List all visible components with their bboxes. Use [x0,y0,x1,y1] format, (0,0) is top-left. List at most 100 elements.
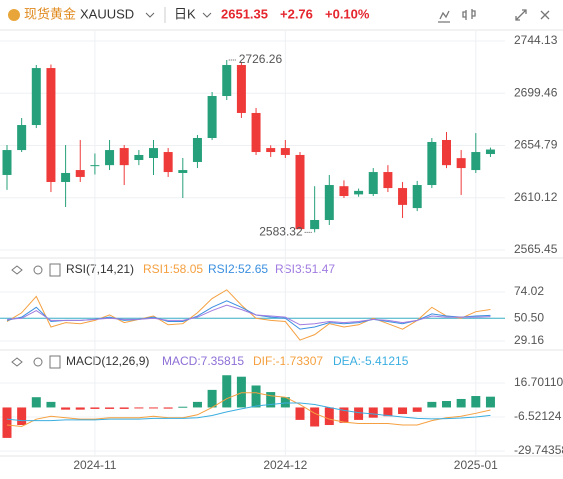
draw-tool-icon[interactable] [438,10,450,23]
y-tick-label: 29.16 [514,333,544,347]
candle-body [266,148,276,153]
candle-body [339,186,349,197]
candle-body [251,112,261,153]
legend-entry: DEA:-5.41215 [333,354,409,368]
eye-icon[interactable] [11,265,23,275]
candle-body [280,148,290,155]
y-tick-label: 2654.79 [514,138,558,152]
indicator-line [6,402,491,422]
candle-body [17,125,27,151]
y-tick-label: 2744.13 [514,33,558,47]
candle-body [236,65,246,113]
y-tick-label: -6.52124 [514,409,562,423]
candle-body [354,190,364,195]
candle-body [368,172,378,195]
candle-body [442,139,451,166]
settings-icon[interactable] [33,357,43,367]
macd-bar [134,407,144,409]
close-icon[interactable] [49,263,61,277]
eye-icon[interactable] [11,357,23,367]
candle-body [61,172,71,182]
x-tick-label: 2024-11 [73,458,116,472]
dropdown[interactable] [202,12,212,18]
candle-body [295,154,305,230]
low-label: 2583.32 [259,225,303,239]
legend-entry: RSI3:51.47 [275,262,335,276]
candle-body [192,138,202,162]
legend-entry: RSI1:58.05 [143,262,203,276]
candle-body [2,150,12,175]
indicator-icon[interactable] [462,9,476,20]
macd-bar [354,407,364,420]
candle-body [485,149,495,155]
legend-entry: DIF:-1.73307 [253,354,323,368]
macd-bar [207,389,217,408]
gold-icon [8,9,20,21]
macd-bar [149,407,158,409]
candle-body [134,154,144,160]
macd-bar [2,407,12,438]
macd-bar [61,407,71,410]
y-tick-label: 50.50 [514,310,544,324]
macd-bar [383,407,393,417]
macd-bar [295,407,305,420]
candle-body [31,68,41,126]
candle-body [105,150,115,166]
settings-icon[interactable] [33,265,43,275]
candle-body [90,165,100,167]
period[interactable]: 日K [174,6,196,21]
macd-bar [339,407,349,423]
candle-body [456,158,466,169]
macd-title: MACD(12,26,9) [66,354,149,368]
macd-bar [75,407,85,410]
macd-bar [427,401,437,408]
change: +2.76 [280,6,313,21]
macd-bar [471,396,481,408]
macd-bar [236,376,246,408]
price: 2651.35 [221,6,268,21]
y-tick-label: 16.70110 [514,375,563,389]
instrument-name[interactable]: 现货黄金 [24,6,76,21]
macd-bar [192,401,202,408]
y-tick-label: 74.02 [514,284,544,298]
x-tick-label: 2025-01 [454,458,498,472]
y-tick-label: 2610.12 [514,190,558,204]
legend-entry: RSI2:52.65 [208,262,268,276]
candle-body [75,170,85,177]
legend-entry: MACD:7.35815 [162,354,244,368]
fullscreen-icon[interactable] [515,9,527,21]
candle-body [207,96,217,139]
macd-bar [17,407,27,426]
macd-bar [456,398,466,408]
candle-body [178,170,188,173]
y-tick-label: -29.74358 [514,443,563,457]
y-tick-label: 2699.46 [514,85,558,99]
indicator-line [6,392,491,427]
candle-body [310,219,320,230]
indicator-line [6,289,491,341]
candle-body [222,65,232,97]
macd-bar [119,407,129,409]
candle-body [46,68,56,182]
candle-body [149,148,158,159]
macd-bar [90,407,100,409]
macd-bar [280,397,290,408]
dropdown[interactable] [145,12,155,18]
high-label: 2726.26 [239,52,283,66]
macd-bar [163,407,173,409]
close-icon[interactable] [49,355,61,369]
candle-body [398,188,408,205]
macd-bar [368,407,378,418]
symbol[interactable]: XAUUSD [80,6,134,21]
macd-bar [251,385,261,408]
indicator-line [6,304,491,326]
macd-bar [398,407,408,415]
candle-body [471,152,481,171]
rsi-title: RSI(7,14,21) [66,262,134,276]
macd-bar [178,406,188,408]
close-icon[interactable] [540,10,550,20]
candle-body [412,185,422,209]
y-tick-label: 2565.45 [514,242,558,256]
